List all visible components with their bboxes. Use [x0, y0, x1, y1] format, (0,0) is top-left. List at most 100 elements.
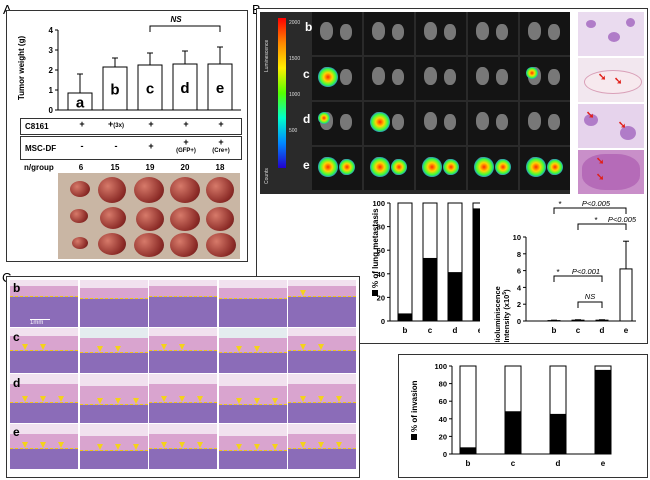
skin-surface [288, 424, 357, 434]
tumor-region [10, 403, 79, 423]
y-tick-label: 20 [377, 293, 385, 302]
row-label-e: e [303, 158, 310, 172]
bar-e [207, 63, 233, 111]
invasion-arrow-icon [253, 398, 260, 404]
bar-label-c: c [146, 81, 154, 98]
he-section [288, 280, 357, 327]
organ-silhouette [496, 69, 508, 85]
invasion-arrow-icon [318, 442, 325, 448]
x-tick-label-d: d [453, 326, 458, 335]
skin-surface [79, 328, 148, 338]
bracket-c-d [577, 301, 603, 308]
invasion-arrow-icon [336, 396, 343, 402]
y-tick-label: 10 [513, 233, 521, 242]
c-row-label-e: e [13, 425, 20, 439]
bioluminescence-scan [468, 12, 518, 55]
significance-star: * [594, 216, 597, 225]
he-section [218, 374, 287, 423]
tumor-image [98, 233, 126, 255]
invasion-arrow-icon [96, 346, 103, 352]
y-tick-label: 80 [377, 223, 385, 232]
luminescence-signal [318, 157, 338, 177]
invasion-arrow-icon [58, 442, 64, 448]
tumor-weight-axis-label: Tumor weight (g) [17, 36, 26, 101]
x-tick-label-e: e [601, 459, 606, 468]
tumor-image [206, 233, 236, 257]
tumor-image [70, 181, 90, 197]
bio-bar-d [595, 319, 609, 322]
y-tick-label: 40 [439, 415, 447, 424]
invasion-boundary-line [149, 402, 218, 403]
bioluminescence-scan [416, 12, 466, 55]
red-arrow-icon: ➘ [596, 156, 605, 167]
invasion-arrow-icon [22, 396, 28, 402]
invasion-chart: 0 20 40 60 80 100 b c d e [434, 362, 612, 468]
scale-bar-label: 1mm [30, 320, 44, 326]
organ-silhouette [340, 114, 352, 130]
y-tick-label: 80 [439, 380, 447, 389]
lung-histology-d: ➘ ➘ [578, 104, 644, 148]
bar-label-b: b [110, 82, 119, 99]
bioluminescence-scan [520, 147, 570, 190]
bioluminescence-scan [312, 102, 362, 145]
organ-silhouette [424, 67, 437, 85]
invasion-arrow-icon [300, 290, 307, 296]
row-label-c8161: C8161 [25, 122, 49, 131]
lung-tissue [584, 114, 598, 126]
invasion-boundary-line [79, 298, 148, 299]
table-row-c8161: C8161 + +(3x) + + + [20, 118, 242, 135]
tumor-image [134, 177, 164, 203]
invasion-arrow-icon [179, 344, 186, 350]
invasion-arrow-icon [235, 346, 242, 352]
red-arrow-icon: ➘ [586, 110, 595, 121]
invasion-boundary-line [288, 296, 357, 297]
y-tick-label: 1 [49, 86, 54, 95]
invasion-arrow-icon [58, 396, 64, 402]
skin-surface [288, 374, 357, 384]
y-tick-label: 6 [517, 267, 521, 276]
organ-silhouette [496, 24, 508, 40]
tumor-region [149, 297, 218, 327]
luminescence-signal [526, 157, 546, 177]
y-tick-label: 0 [49, 106, 54, 115]
red-arrow-icon: ➘ [596, 172, 605, 183]
invasion-boundary-line [79, 352, 148, 353]
p-value-label: P<0.001 [572, 267, 600, 276]
significance-star: * [558, 200, 561, 209]
bar-c [137, 64, 163, 111]
organ-silhouette [528, 22, 541, 40]
he-section [79, 374, 148, 423]
tumor-image [100, 207, 126, 229]
x-tick-label-c: c [428, 326, 433, 335]
cell-msc-d: + (GFP+) [176, 137, 196, 155]
skin-surface [218, 328, 287, 338]
x-tick-label-b: b [552, 326, 557, 335]
tumor-region [288, 449, 357, 469]
tumor-image [170, 207, 200, 231]
y-tick-label: 3 [49, 46, 54, 55]
invasion-arrow-icon [132, 398, 139, 404]
bioluminescence-scan [468, 102, 518, 145]
invasion-arrow-icon [336, 442, 343, 448]
ns-label: NS [170, 15, 182, 24]
tumor-region [288, 403, 357, 423]
x-tick-label-c: c [511, 459, 516, 468]
invasion-arrow-icon [253, 444, 260, 450]
luminescence-signal [391, 159, 407, 175]
invasion-arrow-icon [179, 396, 186, 402]
skin-surface [218, 374, 287, 386]
he-section [288, 328, 357, 373]
invasion-arrow-icon [22, 442, 28, 448]
n-value-a: 6 [78, 163, 84, 172]
invasion-arrow-icon [40, 396, 46, 402]
he-section [10, 328, 79, 373]
he-section [10, 424, 79, 469]
lung-tissue [582, 154, 640, 190]
bar-fill-d [549, 413, 567, 455]
he-section [79, 280, 148, 327]
luminescence-signal [547, 159, 563, 175]
bracket-b-d [553, 275, 603, 282]
lung-histology-c: ➘ ➘ [578, 58, 644, 102]
organ-silhouette [496, 114, 508, 130]
invasion-axis-label: % of invasion [410, 380, 419, 440]
